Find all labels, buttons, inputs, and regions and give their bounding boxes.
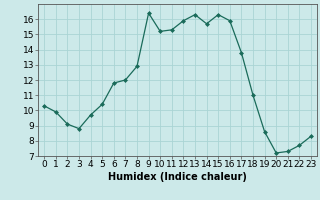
X-axis label: Humidex (Indice chaleur): Humidex (Indice chaleur) (108, 172, 247, 182)
